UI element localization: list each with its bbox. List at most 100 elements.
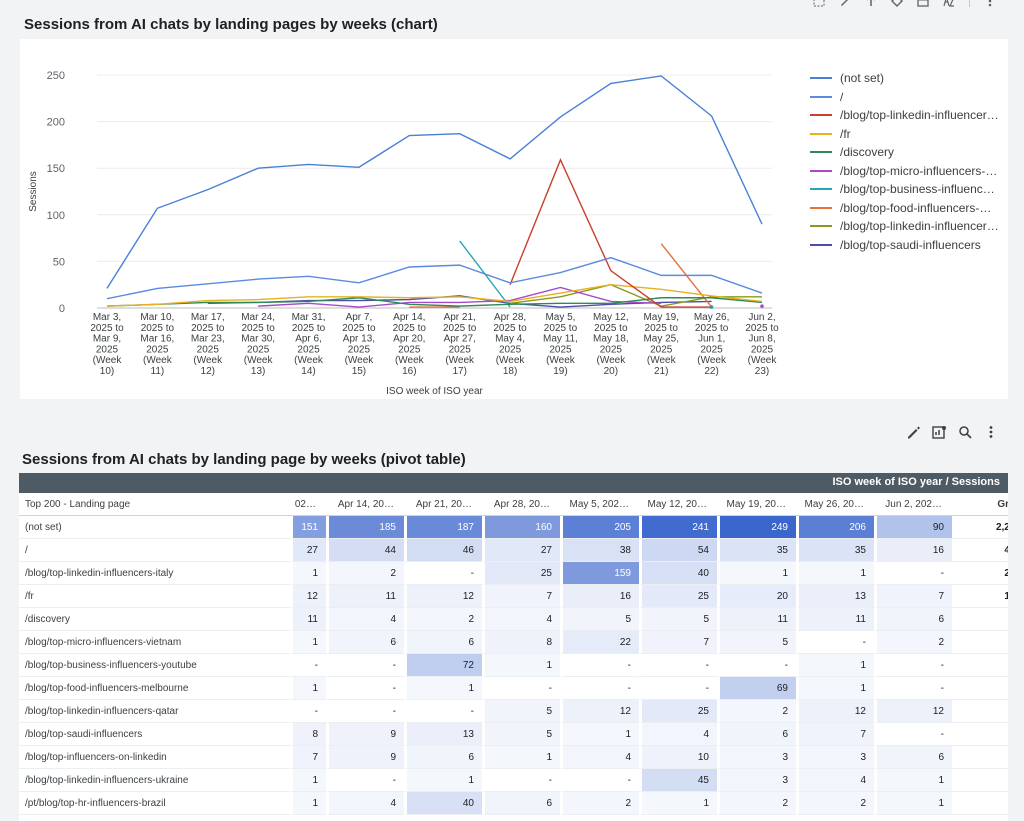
x-tick-line: 11) xyxy=(151,366,165,377)
series-line xyxy=(106,75,763,289)
column-header[interactable]: Apr 14, 20… xyxy=(326,493,404,516)
table-cell: 27 xyxy=(290,539,326,562)
table-cell: 1 xyxy=(404,677,482,700)
table-cell: 249 xyxy=(717,516,796,539)
table-row[interactable]: /blog/top-business-influencers-youtube - -… xyxy=(19,654,1008,677)
chart-toolbar xyxy=(813,0,996,8)
table-cell: 3 xyxy=(717,769,796,792)
x-tick-line: 2025 xyxy=(197,344,220,355)
column-header-landing-page[interactable]: Top 200 - Landing page xyxy=(19,493,290,516)
table-cell: - xyxy=(560,677,639,700)
column-header[interactable]: May 19, 20… xyxy=(717,493,796,516)
y-tick-label: 100 xyxy=(47,210,65,222)
column-header[interactable]: Apr 28, 20… xyxy=(482,493,560,516)
table-cell: 12 xyxy=(874,700,952,723)
table-cell: 16 xyxy=(560,585,639,608)
zoom-icon[interactable] xyxy=(958,425,972,439)
table-row[interactable]: /blog/top-influencers-on-linkedin 7 9 6 1 4 10… xyxy=(19,746,1008,769)
edit-icon[interactable] xyxy=(906,425,920,439)
column-header[interactable]: 02… xyxy=(290,493,326,516)
table-cell: 12 xyxy=(560,700,639,723)
x-tick-line: 14) xyxy=(301,366,315,377)
x-tick-line: 19) xyxy=(553,366,567,377)
arrow-up-icon[interactable] xyxy=(865,0,877,7)
x-tick-label: May 26, 2025 to Jun 1, 2025 (Week 22) xyxy=(694,312,730,377)
x-tick-line: Apr 13, xyxy=(343,334,375,345)
legend-item[interactable]: /fr xyxy=(810,125,999,144)
table-cell: 1 xyxy=(874,769,952,792)
legend-label: /discovery xyxy=(840,145,895,160)
table-cell: 1 xyxy=(290,792,326,815)
table-cell: 1 xyxy=(796,677,874,700)
legend-item[interactable]: /blog/top-saudi-influencers xyxy=(810,236,999,255)
chart-settings-icon[interactable] xyxy=(932,425,946,439)
table-cell: 13 xyxy=(404,723,482,746)
x-tick-label: May 12, 2025 to May 18, 2025 (Week 20) xyxy=(593,312,629,377)
grand-total-cell: 443 xyxy=(952,539,1008,562)
x-tick-line: 17) xyxy=(452,366,466,377)
calendar-icon[interactable] xyxy=(917,0,929,7)
table-row[interactable]: /blog/top-food-influencers-melbourne 1-1-… xyxy=(19,677,1008,700)
table-row[interactable]: /pt/blog/top-hr-influencers-brazil 1 4 40 6 2… xyxy=(19,792,1008,815)
legend-item[interactable]: /discovery xyxy=(810,143,999,162)
x-tick-line: (Week xyxy=(445,355,475,366)
x-tick-line: (Week xyxy=(647,355,677,366)
legend-item[interactable]: /blog/top-linkedin-influencer… xyxy=(810,106,999,125)
legend-item[interactable]: /blog/top-micro-influencers-… xyxy=(810,162,999,181)
column-header[interactable]: May 26, 20… xyxy=(796,493,874,516)
legend-swatch xyxy=(810,188,832,191)
table-cell: - xyxy=(326,654,404,677)
x-tick-line: May 12, xyxy=(593,312,629,323)
table-row[interactable]: /blog/top-linkedin-influencers-qatar - - -5… xyxy=(19,700,1008,723)
table-cell: - xyxy=(560,654,639,677)
legend-item[interactable]: /blog/top-linkedin-influencer… xyxy=(810,217,999,236)
table-cell: 187 xyxy=(404,516,482,539)
x-tick-line: (Week xyxy=(93,355,123,366)
pencil-icon[interactable] xyxy=(839,0,851,7)
y-tick-label: 200 xyxy=(47,117,65,129)
more-vert-icon[interactable] xyxy=(984,425,998,439)
x-tick-line: Apr 7, xyxy=(346,312,373,323)
sort-az-icon[interactable] xyxy=(943,0,955,7)
x-tick-line: 2025 to xyxy=(594,323,628,334)
table-cell: 45 xyxy=(639,769,717,792)
table-row[interactable]: /blog/top-linkedin-influencers-ukraine 1-… xyxy=(19,769,1008,792)
grand-total-cell: 160 xyxy=(952,585,1008,608)
column-header[interactable]: Apr 21, 20… xyxy=(404,493,482,516)
table-cell: 1 xyxy=(290,769,326,792)
table-cell: 5 xyxy=(639,608,717,631)
diamond-icon[interactable] xyxy=(891,0,903,7)
row-label: /blog/top-linkedin-influencers-italy xyxy=(19,562,290,585)
column-header[interactable]: Jun 2, 202… xyxy=(874,493,952,516)
column-header[interactable]: Gr… xyxy=(952,493,1008,516)
x-tick-line: 2025 xyxy=(297,344,320,355)
more-vert-icon[interactable] xyxy=(984,0,996,7)
legend-item[interactable]: /blog/top-business-influenc… xyxy=(810,180,999,199)
table-cell: 159 xyxy=(560,562,639,585)
table-row[interactable]: /blog/top-linkedin-influencers-italy 1 2-2… xyxy=(19,562,1008,585)
table-cell: 44 xyxy=(326,539,404,562)
column-header[interactable]: May 12, 20… xyxy=(639,493,717,516)
x-tick-line: Jun 8, xyxy=(748,334,775,345)
table-toolbar xyxy=(906,425,998,439)
x-tick-line: 2025 xyxy=(247,344,270,355)
table-row[interactable]: /discovery11424551111684 xyxy=(19,608,1008,631)
table-cell: 2 xyxy=(796,792,874,815)
legend-item[interactable]: /blog/top-food-influencers-… xyxy=(810,199,999,218)
legend-item[interactable]: (not set) xyxy=(810,69,999,88)
legend-swatch xyxy=(810,95,832,98)
column-header[interactable]: May 5, 202… xyxy=(560,493,639,516)
x-tick-line: 22) xyxy=(704,366,718,377)
grand-total-cell: 59 xyxy=(952,792,1008,815)
grand-total-cell: 74 xyxy=(952,654,1008,677)
table-row[interactable]: /274446273854353516443 xyxy=(19,539,1008,562)
select-icon[interactable] xyxy=(813,0,825,7)
table-cell: 8 xyxy=(290,723,326,746)
table-cell: 12 xyxy=(404,585,482,608)
legend-item[interactable]: / xyxy=(810,88,999,107)
table-row[interactable]: /fr1211127162520137160 xyxy=(19,585,1008,608)
table-row[interactable]: /blog/top-micro-influencers-vietnam 1 6 6 8 2… xyxy=(19,631,1008,654)
table-cell: 25 xyxy=(639,700,717,723)
